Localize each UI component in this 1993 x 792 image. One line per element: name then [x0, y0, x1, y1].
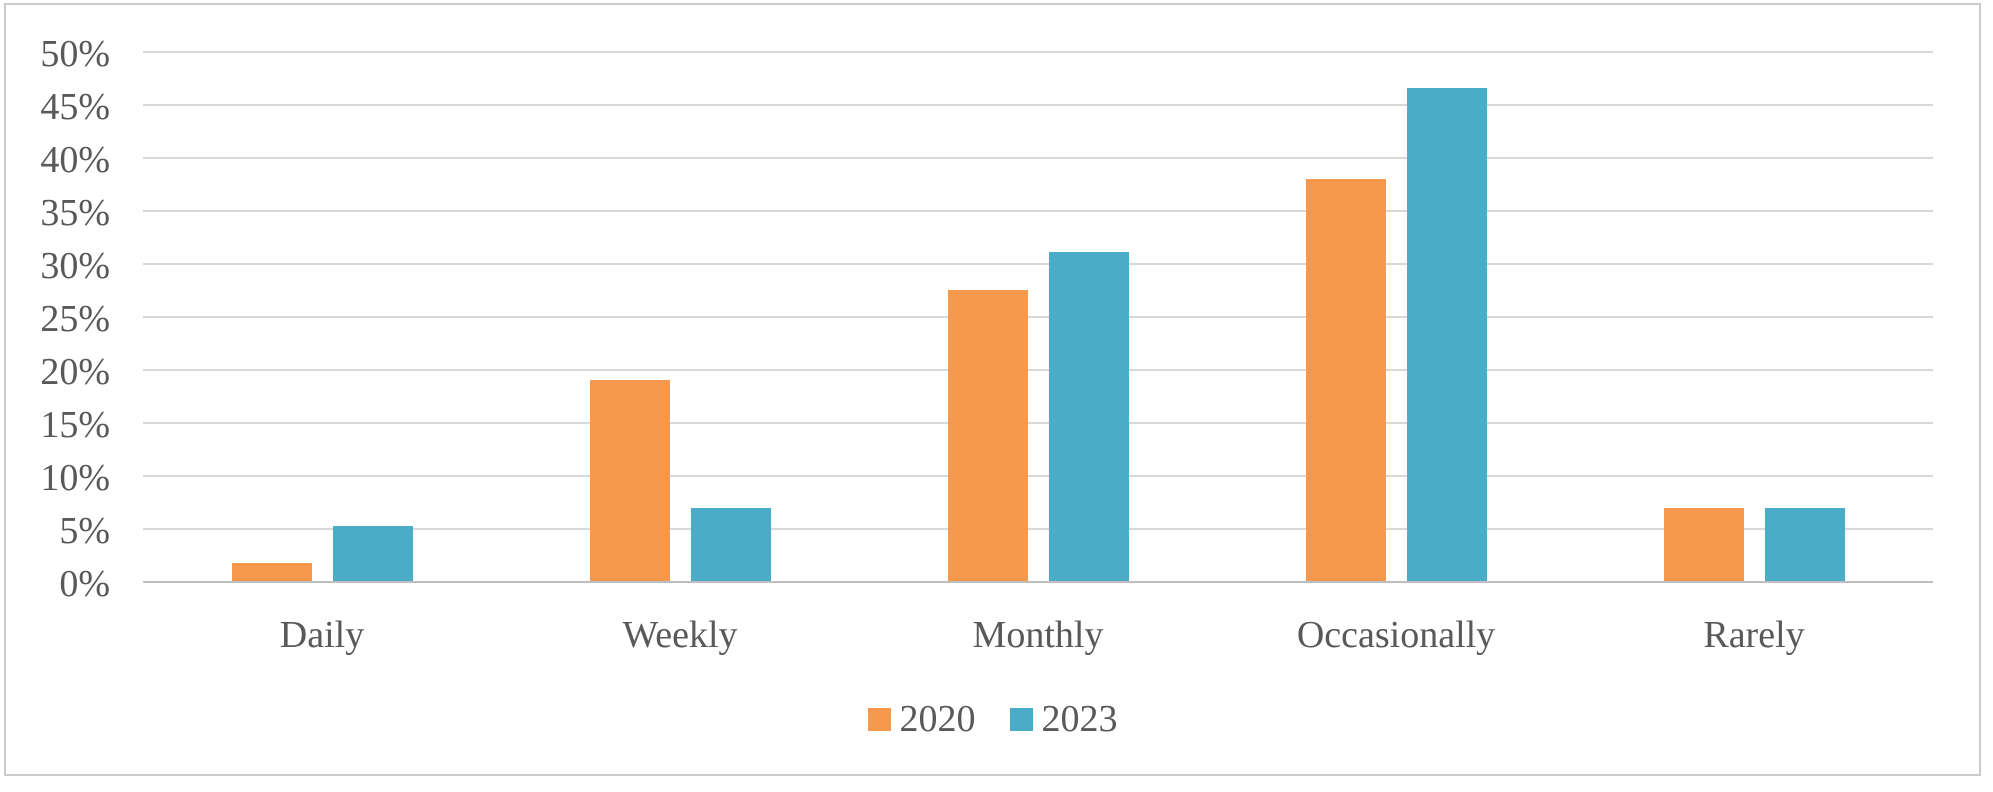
gridline-20: [143, 369, 1933, 371]
y-tick-label-40pct: 40%: [40, 139, 110, 181]
bar-group-occasionally: [1217, 51, 1575, 581]
x-label-occasionally: Occasionally: [1296, 614, 1496, 656]
bar-2020-monthly: [947, 289, 1028, 581]
y-tick-label-30pct: 30%: [40, 245, 110, 287]
plot-area: [143, 51, 1933, 583]
y-tick-label-5pct: 5%: [59, 510, 110, 552]
bars-layer: [143, 51, 1933, 581]
legend-item-2020: 2020: [867, 697, 976, 741]
legend: 2020 2023: [6, 697, 1979, 741]
bar-2020-weekly: [589, 379, 670, 581]
gridline-35: [143, 210, 1933, 212]
bar-group-daily: [143, 51, 501, 581]
gridline-15: [143, 422, 1933, 424]
y-tick-label-35pct: 35%: [40, 192, 110, 234]
x-axis-line: [143, 581, 1933, 583]
gridline-45: [143, 104, 1933, 106]
legend-label-2020: 2020: [899, 698, 976, 740]
bar-2020-daily: [231, 562, 312, 581]
bar-2023-weekly: [690, 507, 771, 581]
y-tick-label-10pct: 10%: [40, 457, 110, 499]
bar-2023-occasionally: [1406, 88, 1487, 581]
chart-frame: 0% 5% 10% 15% 20% 25% 30% 35% 40% 45% 50% Daily Wee…: [4, 3, 1981, 776]
bar-2023-daily: [332, 525, 413, 581]
legend-swatch-icon: [867, 707, 891, 731]
y-tick-label-20pct: 20%: [40, 351, 110, 393]
legend-item-2023: 2023: [1009, 697, 1118, 741]
bar-2023-monthly: [1048, 252, 1129, 581]
bar-group-weekly: [501, 51, 859, 581]
gridline-40: [143, 157, 1933, 159]
gridline-25: [143, 316, 1933, 318]
y-tick-label-15pct: 15%: [40, 404, 110, 446]
gridline-10: [143, 475, 1933, 477]
y-tick-label-0pct: 0%: [59, 563, 110, 605]
bar-group-rarely: [1575, 51, 1933, 581]
gridline-5: [143, 528, 1933, 530]
x-label-rarely: Rarely: [1703, 614, 1805, 656]
legend-label-2023: 2023: [1041, 698, 1118, 740]
y-tick-label-50pct: 50%: [40, 33, 110, 75]
bar-2020-occasionally: [1305, 179, 1386, 581]
bar-2020-rarely: [1663, 507, 1744, 581]
bar-group-monthly: [859, 51, 1217, 581]
x-label-daily: Daily: [279, 614, 365, 656]
y-tick-label-45pct: 45%: [40, 86, 110, 128]
bar-2023-rarely: [1764, 507, 1845, 581]
legend-swatch-icon: [1009, 707, 1033, 731]
y-axis-tick-labels: 0% 5% 10% 15% 20% 25% 30% 35% 40% 45% 50%: [6, 33, 110, 605]
gridline-30: [143, 263, 1933, 265]
x-label-weekly: Weekly: [622, 614, 738, 656]
x-label-monthly: Monthly: [972, 614, 1104, 656]
x-axis-category-labels: Daily Weekly Monthly Occasionally Rarely: [143, 611, 1933, 659]
y-tick-label-25pct: 25%: [40, 298, 110, 340]
gridline-50: [143, 51, 1933, 53]
